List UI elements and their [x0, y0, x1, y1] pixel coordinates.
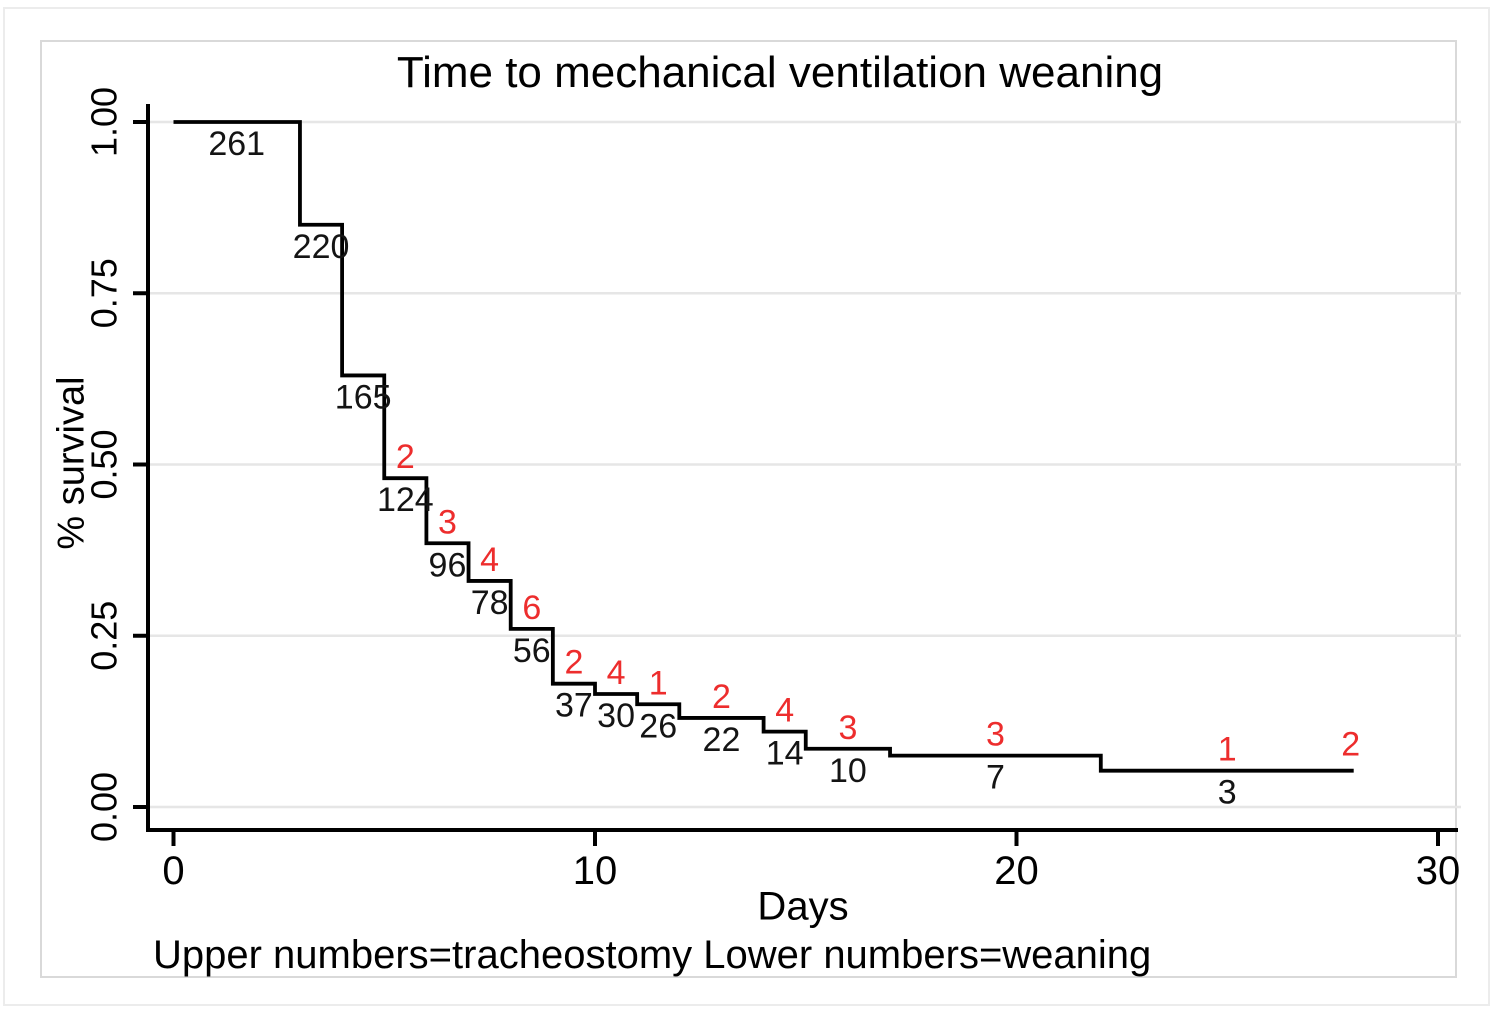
- weaning-at-risk-number: 3: [1218, 774, 1237, 812]
- x-axis-title: Days: [757, 884, 849, 929]
- chart-canvas-frame: [40, 40, 1457, 978]
- tracheostomy-number: 2: [712, 678, 731, 716]
- weaning-at-risk-number: 7: [986, 759, 1005, 797]
- tracheostomy-number: 6: [522, 589, 541, 627]
- weaning-at-risk-number: 165: [335, 378, 392, 416]
- y-tick-label: 0.75: [84, 258, 125, 328]
- y-tick-label: 1.00: [84, 87, 125, 157]
- weaning-at-risk-number: 10: [829, 752, 867, 790]
- survival-curve: [173, 120, 1354, 773]
- x-tick-label: 20: [994, 849, 1039, 893]
- y-tick-label: 0.25: [84, 601, 125, 671]
- weaning-at-risk-number: 261: [208, 125, 265, 163]
- weaning-at-risk-number: 30: [597, 697, 635, 735]
- weaning-at-risk-number: 26: [639, 707, 677, 745]
- tracheostomy-number: 2: [396, 438, 415, 476]
- tracheostomy-number: 1: [649, 664, 668, 702]
- weaning-at-risk-number: 22: [703, 721, 741, 759]
- tracheostomy-number: 4: [775, 692, 794, 730]
- y-tick-label: 0.00: [84, 772, 125, 842]
- tracheostomy-number-end: 2: [1341, 726, 1360, 764]
- weaning-at-risk-number: 37: [555, 687, 593, 725]
- tracheostomy-number: 2: [564, 644, 583, 682]
- tracheostomy-number: 4: [480, 541, 499, 579]
- x-tick-label: 30: [1416, 849, 1461, 893]
- chart-title: Time to mechanical ventilation weaning: [396, 48, 1164, 97]
- weaning-at-risk-number: 78: [471, 584, 509, 622]
- weaning-at-risk-number: 14: [766, 735, 804, 773]
- weaning-at-risk-number: 124: [377, 481, 434, 519]
- weaning-at-risk-number: 220: [293, 228, 350, 266]
- tracheostomy-number: 3: [838, 709, 857, 747]
- y-tick-label: 0.50: [84, 429, 125, 499]
- x-tick-label: 0: [162, 849, 184, 893]
- footnote: Upper numbers=tracheostomy Lower numbers…: [153, 933, 1152, 977]
- tracheostomy-number: 3: [438, 503, 457, 541]
- x-tick-label: 10: [573, 849, 618, 893]
- y-axis-title: % survival: [50, 376, 93, 550]
- tracheostomy-number: 3: [986, 716, 1005, 754]
- tracheostomy-number: 4: [607, 654, 626, 692]
- weaning-at-risk-number: 96: [429, 546, 467, 584]
- weaning-at-risk-number: 56: [513, 632, 551, 670]
- tracheostomy-number: 1: [1218, 731, 1237, 769]
